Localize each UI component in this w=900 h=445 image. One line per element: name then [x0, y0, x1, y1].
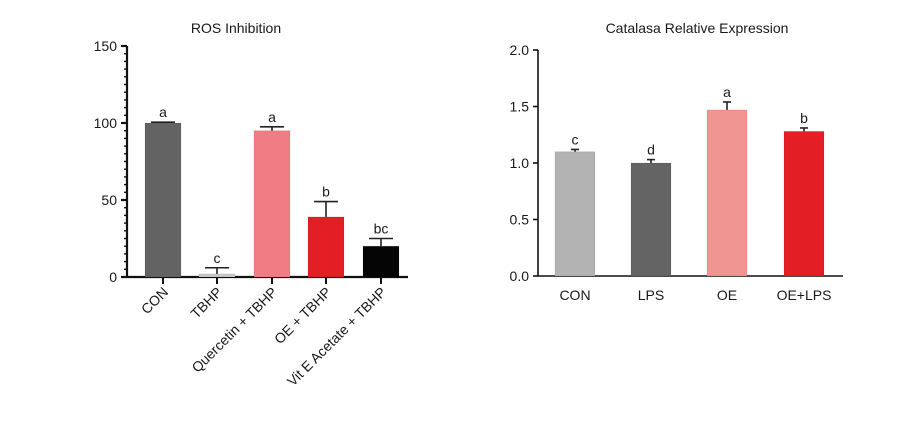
bar-oe-tbhp — [307, 216, 345, 278]
y-tick-label: 1.5 — [510, 99, 530, 115]
y-tick-label: 50 — [101, 192, 117, 208]
x-category-label: OE — [717, 287, 737, 303]
bar-vit-e-acetate-tbhp — [362, 245, 400, 278]
x-category-label: Vit E Acetate + TBHP — [284, 284, 389, 389]
bar-con — [554, 151, 596, 277]
x-category-label: CON — [559, 287, 590, 303]
significance-label: bc — [374, 221, 389, 237]
bar-oe — [706, 109, 748, 277]
bar-oe-lps — [783, 130, 825, 277]
significance-label: a — [159, 104, 167, 120]
y-tick-label: 0.5 — [510, 212, 530, 228]
bar-lps — [630, 162, 672, 277]
bar-tbhp — [198, 273, 236, 278]
significance-label: b — [800, 110, 808, 126]
y-tick-label: 0 — [109, 269, 117, 285]
y-tick-label: 100 — [94, 115, 118, 131]
bars: c d a b — [554, 84, 825, 277]
y-tick-label: 150 — [94, 38, 118, 54]
significance-label: c — [214, 250, 221, 266]
y-tick-label: 1.0 — [510, 155, 530, 171]
significance-label: d — [647, 142, 655, 158]
significance-label: a — [723, 84, 731, 100]
y-tick-label: 0.0 — [510, 268, 530, 284]
bar-con — [144, 122, 182, 278]
x-category-label: LPS — [638, 287, 664, 303]
bar-quercetin-tbhp — [253, 130, 291, 278]
x-category-label: CON — [138, 284, 171, 317]
x-category-label: OE+LPS — [777, 287, 832, 303]
x-category-label: TBHP — [187, 284, 225, 322]
significance-label: b — [322, 184, 330, 200]
significance-label: a — [268, 109, 276, 125]
bars: a c a b bc — [144, 104, 400, 278]
chart-title: ROS Inhibition — [191, 20, 281, 36]
y-tick-label: 2.0 — [510, 42, 530, 58]
chart-title: Catalasa Relative Expression — [606, 20, 789, 36]
significance-label: c — [572, 131, 579, 147]
catalasa-expression-chart: Catalasa Relative Expression 0.0 0.5 1.0 1.… — [510, 20, 843, 303]
